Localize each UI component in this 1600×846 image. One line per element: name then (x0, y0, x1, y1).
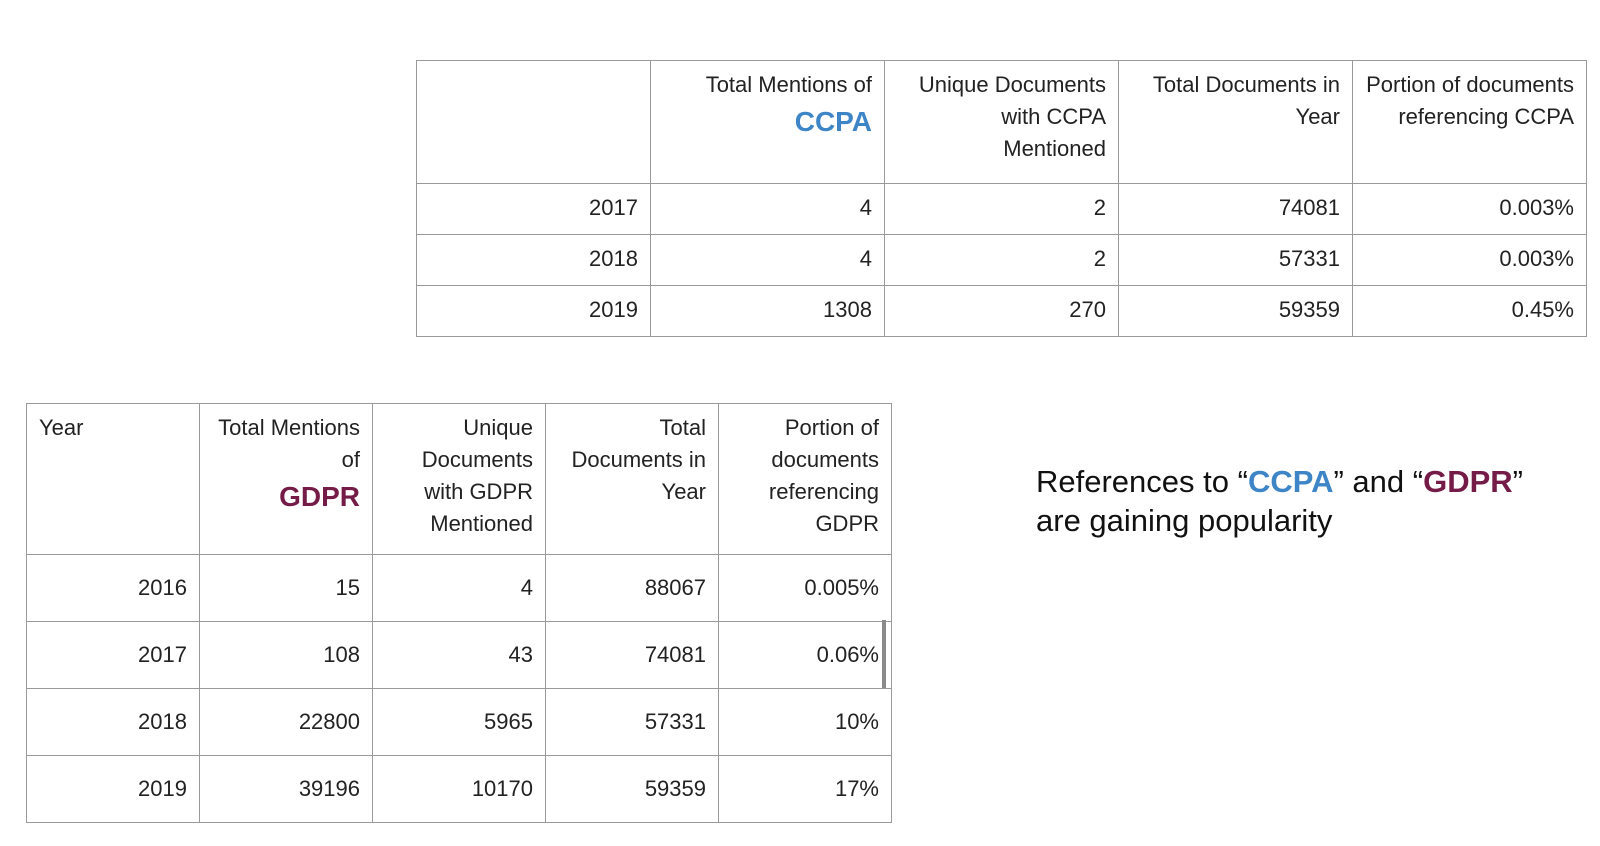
year-cell: 2019 (417, 286, 651, 337)
table-row: 2018 22800 5965 57331 10% (27, 689, 892, 756)
total-docs-cell: 74081 (1119, 184, 1353, 235)
total-docs-cell: 59359 (546, 756, 719, 823)
portion-cell: 0.45% (1353, 286, 1587, 337)
caption-part: ” and “ (1333, 464, 1423, 499)
header-text: Total Documents in Year (571, 415, 706, 504)
gdpr-header-total-mentions: Total Mentions of GDPR (200, 404, 373, 555)
year-cell: 2017 (27, 622, 200, 689)
year-cell: 2017 (417, 184, 651, 235)
total-mentions-cell: 15 (200, 555, 373, 622)
header-text: Portion of documents referencing CCPA (1366, 72, 1574, 129)
header-text: Year (39, 415, 83, 440)
caption-text: References to “CCPA” and “GDPR” are gain… (1036, 462, 1556, 540)
portion-cell: 0.003% (1353, 235, 1587, 286)
column-resize-handle[interactable] (882, 620, 886, 688)
gdpr-header-portion: Portion of documents referencing GDPR (719, 404, 892, 555)
total-docs-cell: 59359 (1119, 286, 1353, 337)
total-mentions-cell: 4 (651, 235, 885, 286)
total-mentions-cell: 108 (200, 622, 373, 689)
header-text: Total Mentions of (706, 72, 872, 97)
table-row: 2019 1308 270 59359 0.45% (417, 286, 1587, 337)
table-row: 2019 39196 10170 59359 17% (27, 756, 892, 823)
portion-cell: 0.003% (1353, 184, 1587, 235)
ccpa-header-portion: Portion of documents referencing CCPA (1353, 61, 1587, 184)
unique-docs-cell: 270 (885, 286, 1119, 337)
portion-cell: 0.005% (719, 555, 892, 622)
total-docs-cell: 88067 (546, 555, 719, 622)
caption-part: References to “ (1036, 464, 1248, 499)
portion-cell: 17% (719, 756, 892, 823)
total-mentions-cell: 22800 (200, 689, 373, 756)
unique-docs-cell: 10170 (373, 756, 546, 823)
portion-cell: 0.06% (719, 622, 892, 689)
total-mentions-cell: 39196 (200, 756, 373, 823)
caption-ccpa-keyword: CCPA (1248, 464, 1334, 499)
year-cell: 2019 (27, 756, 200, 823)
unique-docs-cell: 2 (885, 235, 1119, 286)
gdpr-keyword: GDPR (279, 481, 360, 512)
total-docs-cell: 74081 (546, 622, 719, 689)
header-text: Portion of documents referencing GDPR (769, 415, 879, 536)
table-row: 2016 15 4 88067 0.005% (27, 555, 892, 622)
year-cell: 2018 (27, 689, 200, 756)
header-text: Unique Documents with GDPR Mentioned (422, 415, 533, 536)
year-cell: 2018 (417, 235, 651, 286)
unique-docs-cell: 2 (885, 184, 1119, 235)
total-mentions-cell: 4 (651, 184, 885, 235)
ccpa-header-total-mentions: Total Mentions of CCPA (651, 61, 885, 184)
unique-docs-cell: 43 (373, 622, 546, 689)
unique-docs-cell: 4 (373, 555, 546, 622)
caption-gdpr-keyword: GDPR (1423, 464, 1513, 499)
year-cell: 2016 (27, 555, 200, 622)
total-docs-cell: 57331 (1119, 235, 1353, 286)
header-text: Total Documents in Year (1153, 72, 1340, 129)
ccpa-table: Total Mentions of CCPA Unique Documents … (416, 60, 1587, 337)
ccpa-header-row: Total Mentions of CCPA Unique Documents … (417, 61, 1587, 184)
gdpr-header-year: Year (27, 404, 200, 555)
gdpr-header-row: Year Total Mentions of GDPR Unique Docum… (27, 404, 892, 555)
gdpr-header-total-docs: Total Documents in Year (546, 404, 719, 555)
header-text: Total Mentions of (218, 415, 360, 472)
total-mentions-cell: 1308 (651, 286, 885, 337)
table-row: 2017 108 43 74081 0.06% (27, 622, 892, 689)
gdpr-header-unique-docs: Unique Documents with GDPR Mentioned (373, 404, 546, 555)
header-text: Unique Documents with CCPA Mentioned (919, 72, 1106, 161)
ccpa-header-unique-docs: Unique Documents with CCPA Mentioned (885, 61, 1119, 184)
portion-cell: 10% (719, 689, 892, 756)
total-docs-cell: 57331 (546, 689, 719, 756)
ccpa-header-total-docs: Total Documents in Year (1119, 61, 1353, 184)
unique-docs-cell: 5965 (373, 689, 546, 756)
ccpa-header-corner (417, 61, 651, 184)
table-row: 2017 4 2 74081 0.003% (417, 184, 1587, 235)
ccpa-keyword: CCPA (795, 106, 872, 137)
table-row: 2018 4 2 57331 0.003% (417, 235, 1587, 286)
gdpr-table: Year Total Mentions of GDPR Unique Docum… (26, 403, 892, 823)
